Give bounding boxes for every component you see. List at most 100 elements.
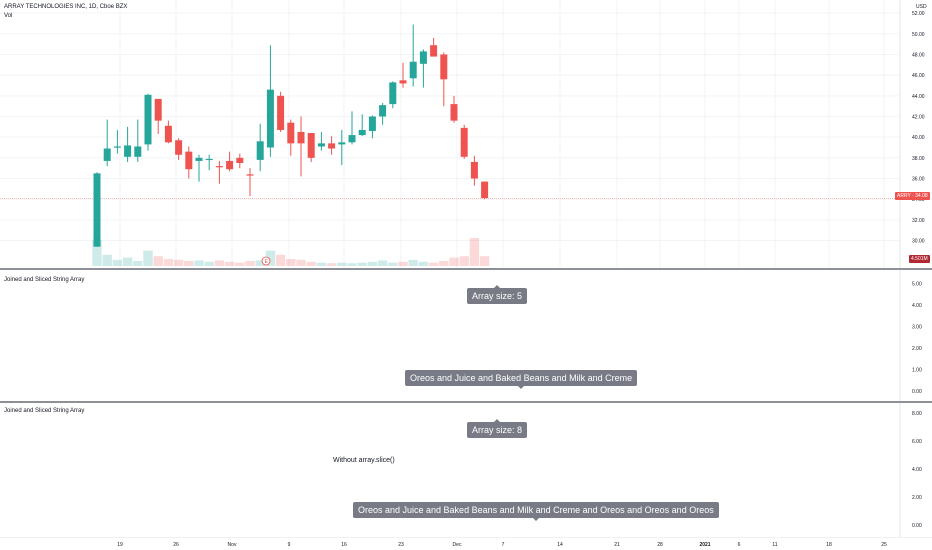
candle-body xyxy=(358,129,366,136)
indicator-1-axis: 0.00 1.00 2.00 3.00 4.00 5.00 xyxy=(899,270,922,401)
joined-string-label-1: Oreos and Juice and Baked Beans and Milk… xyxy=(405,370,638,389)
volume-bar xyxy=(459,256,469,266)
time-tick-label: 19 xyxy=(117,542,123,548)
volume-bar xyxy=(92,239,102,266)
volume-bar xyxy=(316,262,327,266)
candle-body xyxy=(185,151,193,170)
candle-body xyxy=(124,145,132,157)
volume-bar xyxy=(469,238,480,266)
volume-bar xyxy=(265,250,276,266)
volume-bar xyxy=(408,259,418,266)
price-tick-label: 30.00 xyxy=(912,239,925,245)
time-tick-label: 9 xyxy=(288,542,291,548)
time-tick-label: Nov xyxy=(228,542,237,548)
time-tick-label: 11 xyxy=(772,542,777,548)
price-tick-label: 46.00 xyxy=(912,73,925,79)
price-tick-label: 32.00 xyxy=(912,218,925,224)
price-tick-label: 42.00 xyxy=(912,115,925,121)
volume-bar xyxy=(357,262,367,266)
time-tick-label: 2021 xyxy=(699,542,710,548)
candle-body xyxy=(226,160,234,170)
price-tick-label: 44.00 xyxy=(912,94,925,100)
indicator-tick-label: 4.00 xyxy=(912,467,922,473)
time-tick-label: 21 xyxy=(614,542,620,548)
candle-body xyxy=(297,132,305,144)
indicator-tick-label: 4.00 xyxy=(912,303,922,309)
candle-body xyxy=(368,116,376,131)
volume-bar xyxy=(428,262,439,266)
candle-body xyxy=(419,51,427,64)
indicator-1-title: Joined and Sliced String Array xyxy=(4,277,85,283)
candle-body xyxy=(195,157,203,161)
candle-body xyxy=(450,104,458,121)
time-tick-label: 14 xyxy=(557,542,563,548)
volume-bar xyxy=(173,259,184,266)
indicator-tick-label: 6.00 xyxy=(912,439,922,445)
candle-body xyxy=(175,140,183,155)
candle-body xyxy=(348,135,356,143)
array-size-label-2: Array size: 8 xyxy=(467,419,528,438)
candle-body xyxy=(481,181,489,199)
candle-body xyxy=(236,157,244,163)
candle-body xyxy=(144,94,152,145)
volume-bar xyxy=(255,260,265,266)
array-size-label-1: Array size: 5 xyxy=(467,285,528,304)
volume-bar xyxy=(398,261,408,266)
volume-bar xyxy=(163,259,174,266)
volume-bar xyxy=(224,261,235,266)
time-tick-label: 7 xyxy=(502,542,505,548)
indicator-tick-label: 2.00 xyxy=(912,495,922,501)
volume-bar xyxy=(133,260,143,266)
volume-bar xyxy=(122,257,133,266)
indicator-tick-label: 3.00 xyxy=(912,325,922,331)
indicator-tick-label: 0.00 xyxy=(912,523,922,529)
volume-bar xyxy=(296,259,306,266)
volume-bar xyxy=(235,262,245,266)
price-pane[interactable]: 30.00 32.00 34.00 36.00 38.00 40.00 42.00 44.00… xyxy=(0,0,932,268)
time-tick-label: 23 xyxy=(398,542,404,548)
price-tick-label: 52.00 xyxy=(912,11,925,17)
price-chart[interactable]: 30.00 32.00 34.00 36.00 38.00 40.00 42.00 44.00… xyxy=(0,0,932,268)
candle-body xyxy=(460,127,468,157)
candle-body xyxy=(409,61,417,79)
without-slice-note: Without array.slice() xyxy=(333,457,395,464)
volume-bar xyxy=(367,261,378,266)
time-tick-label: 6 xyxy=(738,542,741,548)
volume-bar xyxy=(326,263,337,266)
time-tick-label: 16 xyxy=(341,542,347,548)
candle-body xyxy=(266,89,274,148)
joined-string-label-2: Oreos and Juice and Baked Beans and Milk… xyxy=(353,502,719,521)
time-axis[interactable]: 19 26 Nov 9 16 23 Dec 7 14 21 28 2021 6 11 18 25 xyxy=(0,537,932,550)
candle-body xyxy=(154,98,162,121)
candle-body xyxy=(277,95,285,130)
candle-body xyxy=(440,54,448,80)
time-tick-label: 18 xyxy=(826,542,832,548)
volume-bar xyxy=(184,260,194,266)
volume-bar xyxy=(306,261,316,266)
volume-bar xyxy=(286,259,296,266)
indicator-tick-label: 2.00 xyxy=(912,346,922,352)
volume-value-tag: 4.501M xyxy=(909,255,930,263)
candle-body xyxy=(328,143,336,149)
volume-bar xyxy=(102,254,112,266)
earnings-marker-label: E xyxy=(265,259,269,265)
candle-body xyxy=(430,45,438,57)
indicator-pane-1[interactable]: 0.00 1.00 2.00 3.00 4.00 5.00 Joined and Slic… xyxy=(0,270,932,401)
candle-body xyxy=(379,105,387,117)
pane-separator-2[interactable] xyxy=(0,401,932,403)
candle-body xyxy=(246,174,254,176)
volume-bar xyxy=(418,261,429,266)
indicator-tick-label: 8.00 xyxy=(912,411,922,417)
indicator-tick-label: 1.00 xyxy=(912,368,922,374)
price-tick-label: 36.00 xyxy=(912,177,925,183)
indicator-tick-label: 0.00 xyxy=(912,389,922,395)
candle-body xyxy=(164,125,172,143)
candle-body xyxy=(93,173,101,247)
pane-separator-1[interactable] xyxy=(0,268,932,270)
indicator-pane-2[interactable]: 0.00 2.00 4.00 6.00 8.00 Joined and Sliced S… xyxy=(0,403,932,537)
candle-body xyxy=(215,166,223,168)
candle-body xyxy=(287,122,295,144)
indicator-tick-label: 5.00 xyxy=(912,282,922,288)
volume-bar xyxy=(153,256,163,266)
candle-body xyxy=(103,148,111,161)
